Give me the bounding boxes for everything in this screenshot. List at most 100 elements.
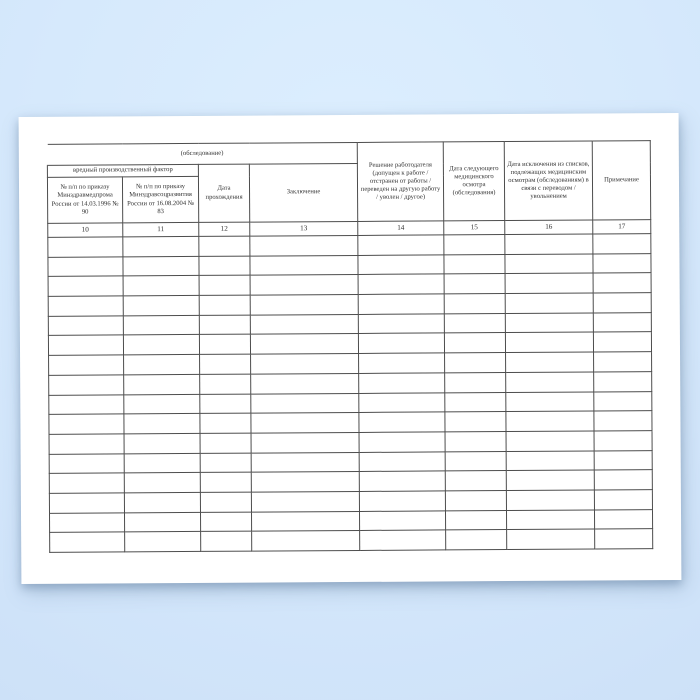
empty-cell [593, 391, 652, 412]
empty-cell [123, 354, 200, 375]
empty-cell [505, 312, 594, 333]
empty-cell [445, 470, 507, 491]
empty-cell [200, 492, 252, 513]
empty-cell [505, 411, 595, 432]
empty-cell [359, 471, 446, 492]
empty-cell [505, 352, 594, 373]
column-header-14: Решение работодателя (допущен к работе /… [357, 141, 444, 222]
empty-cell [48, 414, 125, 435]
empty-cell [505, 332, 594, 353]
empty-cell [123, 393, 200, 415]
empty-cell [444, 352, 506, 373]
empty-data-rows [47, 233, 653, 553]
column-number-12: 12 [198, 222, 250, 237]
empty-cell [445, 451, 507, 472]
empty-cell [122, 236, 199, 257]
empty-cell [124, 531, 201, 552]
empty-cell [592, 233, 651, 254]
empty-cell [445, 490, 507, 511]
empty-cell [594, 430, 653, 451]
empty-cell [200, 531, 252, 552]
empty-cell [358, 313, 445, 334]
empty-cell [123, 374, 200, 395]
empty-cell [358, 372, 445, 393]
empty-cell [358, 392, 445, 413]
empty-cell [505, 391, 594, 412]
empty-cell [49, 473, 125, 494]
column-header-16: Дата исключения из списков, подлежащих м… [504, 141, 593, 221]
table-row [49, 528, 653, 553]
empty-cell [249, 235, 358, 256]
empty-cell [250, 314, 359, 335]
empty-cell [124, 433, 201, 454]
empty-cell [200, 511, 252, 532]
empty-cell [250, 412, 360, 433]
empty-cell [251, 432, 360, 453]
empty-cell [444, 313, 506, 334]
header-rows: (обследование) Решение работодателя (доп… [47, 140, 651, 238]
empty-cell [444, 411, 507, 432]
empty-cell [249, 255, 359, 276]
empty-cell [49, 492, 125, 513]
column-number-17: 17 [592, 219, 651, 235]
empty-cell [199, 393, 251, 414]
column-number-10: 10 [47, 222, 123, 238]
empty-cell [359, 431, 446, 453]
empty-cell [199, 373, 251, 394]
empty-cell [199, 413, 252, 434]
empty-cell [592, 253, 652, 274]
empty-cell [200, 452, 252, 473]
empty-cell [124, 452, 201, 474]
empty-cell [506, 529, 595, 550]
empty-cell [358, 333, 445, 354]
empty-cell [198, 236, 250, 257]
column-number-16: 16 [504, 220, 593, 235]
empty-cell [250, 333, 359, 355]
empty-cell [199, 295, 251, 316]
empty-cell [594, 528, 653, 550]
empty-cell [594, 469, 653, 490]
empty-cell [198, 255, 251, 276]
journal-page: (обследование) Решение работодателя (доп… [18, 112, 682, 585]
empty-cell [200, 472, 252, 493]
empty-cell [359, 490, 446, 512]
empty-cell [48, 355, 124, 376]
continuation-row: (обследование) Решение работодателя (доп… [47, 140, 651, 222]
empty-cell [251, 530, 360, 552]
empty-cell [251, 452, 360, 473]
empty-cell [443, 234, 505, 255]
medical-exam-journal-table: (обследование) Решение работодателя (доп… [47, 140, 654, 553]
column-header-17: Примечание [592, 140, 651, 221]
empty-cell [124, 472, 201, 493]
empty-cell [47, 256, 124, 277]
empty-cell [445, 431, 507, 452]
empty-cell [359, 451, 446, 472]
column-header-11: № п/п по приказу Минздравсоцразвития Рос… [122, 176, 199, 223]
empty-cell [199, 314, 251, 335]
empty-cell [358, 353, 445, 374]
empty-cell [357, 234, 444, 256]
empty-cell [444, 293, 506, 314]
column-number-11: 11 [122, 222, 199, 237]
empty-cell [250, 373, 359, 394]
empty-cell [505, 273, 594, 294]
column-header-10: № п/п по приказу Минздравмедпрома России… [47, 176, 123, 224]
empty-cell [445, 510, 507, 531]
column-header-13: Заключение [249, 163, 358, 223]
empty-cell [49, 453, 125, 474]
empty-cell [593, 332, 652, 353]
empty-cell [250, 274, 359, 296]
empty-cell [123, 413, 201, 434]
empty-cell [594, 489, 653, 510]
empty-cell [505, 371, 594, 393]
empty-cell [123, 334, 200, 356]
empty-cell [48, 374, 124, 395]
empty-cell [122, 256, 200, 277]
empty-cell [357, 254, 445, 275]
empty-cell [358, 274, 445, 295]
empty-cell [505, 293, 594, 314]
empty-cell [250, 294, 359, 315]
empty-cell [358, 412, 446, 433]
empty-cell [123, 315, 200, 336]
